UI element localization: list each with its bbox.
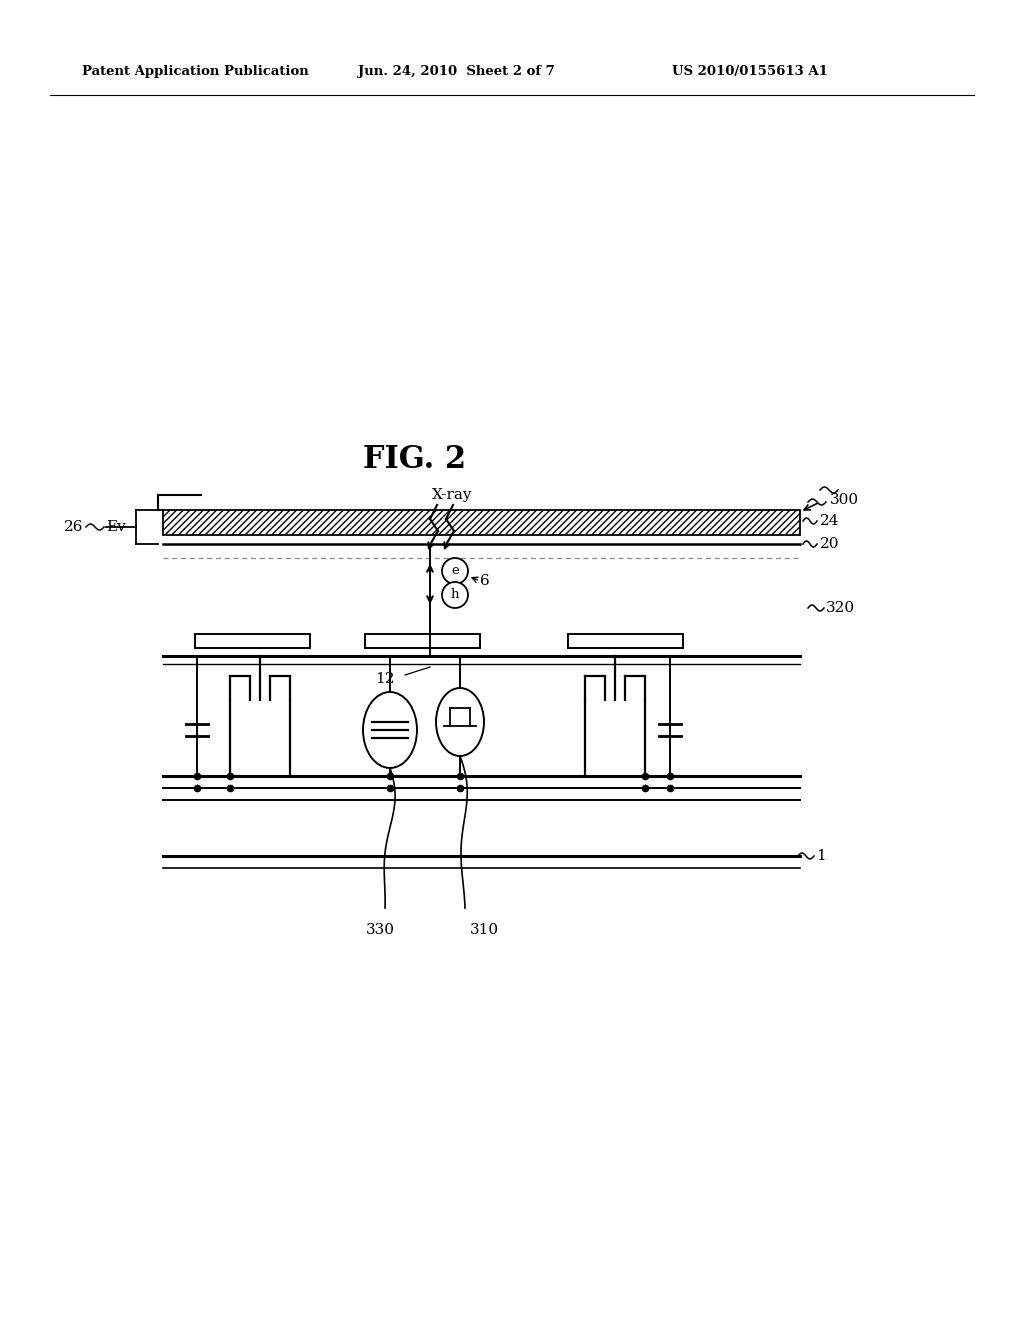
Text: 12: 12 [375, 672, 394, 686]
Text: Jun. 24, 2010  Sheet 2 of 7: Jun. 24, 2010 Sheet 2 of 7 [358, 66, 555, 78]
Bar [568, 634, 683, 648]
Bar [365, 634, 480, 648]
Text: h: h [451, 589, 459, 602]
Ellipse shape [436, 688, 484, 756]
Text: 26: 26 [63, 520, 83, 535]
Text: 20: 20 [820, 537, 840, 550]
Circle shape [442, 582, 468, 609]
Bar [163, 510, 800, 535]
Text: e: e [452, 565, 459, 578]
Text: 330: 330 [366, 923, 394, 937]
Text: 6: 6 [480, 574, 489, 587]
Ellipse shape [362, 692, 417, 768]
Circle shape [442, 558, 468, 583]
Text: 1: 1 [816, 849, 825, 863]
Text: Patent Application Publication: Patent Application Publication [82, 66, 309, 78]
Text: FIG. 2: FIG. 2 [364, 445, 467, 475]
Text: 24: 24 [820, 513, 840, 528]
Text: Ev: Ev [106, 520, 126, 535]
Text: US 2010/0155613 A1: US 2010/0155613 A1 [672, 66, 827, 78]
Text: 320: 320 [826, 601, 855, 615]
Text: 300: 300 [830, 492, 859, 507]
Text: X-ray: X-ray [432, 488, 472, 502]
Bar [195, 634, 310, 648]
Text: 310: 310 [470, 923, 499, 937]
